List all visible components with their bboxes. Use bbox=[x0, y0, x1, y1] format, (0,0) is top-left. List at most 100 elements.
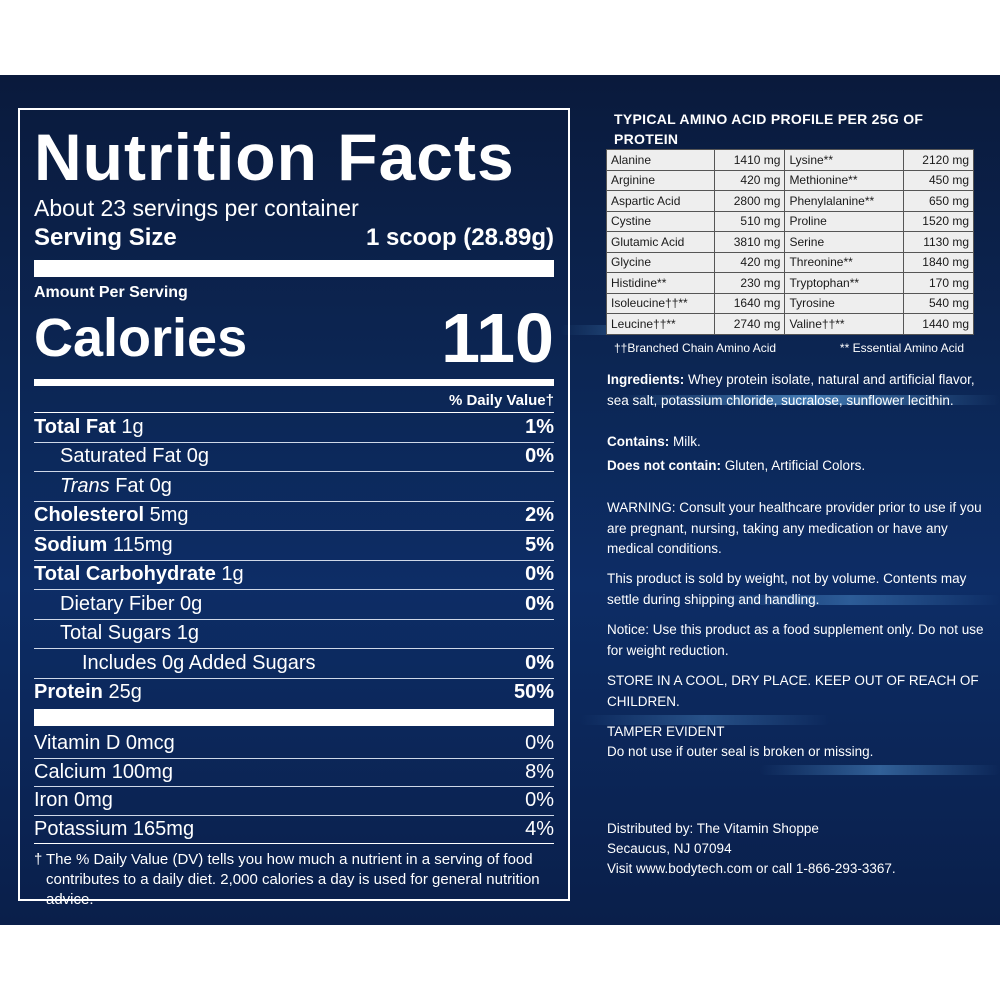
ingredients-text: Whey protein isolate, natural and artifi… bbox=[607, 372, 975, 408]
calories-value: 110 bbox=[441, 299, 554, 377]
amino-name: Alanine bbox=[605, 149, 716, 171]
vitamin-row-potassium: Potassium 165mg 4% bbox=[34, 816, 554, 844]
nutrient-row-trans-fat: Trans Fat 0g bbox=[34, 472, 554, 502]
nutrient-name: Total Fat bbox=[34, 415, 116, 438]
table-row: Cystine 510 mg Proline 1520 mg bbox=[605, 210, 975, 232]
nutrient-row-added-sugars: Includes 0g Added Sugars 0% bbox=[34, 649, 554, 679]
daily-value-footnote: † The % Daily Value (DV) tells you how m… bbox=[34, 844, 554, 910]
nutrient-amount: Saturated Fat 0g bbox=[60, 445, 209, 468]
amino-name: Glutamic Acid bbox=[605, 231, 716, 253]
amino-value: 420 mg bbox=[714, 251, 786, 273]
amino-value: 510 mg bbox=[714, 210, 786, 232]
servings-per-container: About 23 servings per container bbox=[34, 195, 359, 221]
medium-divider bbox=[34, 379, 554, 386]
amino-legend: ††Branched Chain Amino Acid ** Essential… bbox=[606, 335, 974, 357]
contact-info: Visit www.bodytech.com or call 1-866-293… bbox=[607, 861, 896, 876]
amino-acid-profile: TYPICAL AMINO ACID PROFILE PER 25G OF PR… bbox=[605, 109, 975, 357]
amino-name: Valine††** bbox=[784, 313, 904, 335]
amino-name: Threonine** bbox=[784, 251, 904, 273]
amino-value: 2120 mg bbox=[902, 149, 975, 171]
does-not-contain-label: Does not contain: bbox=[607, 458, 721, 473]
label-panel: Nutrition Facts About 23 servings per co… bbox=[0, 75, 1000, 925]
tamper-title: TAMPER EVIDENT bbox=[607, 724, 725, 739]
serving-size-label: Serving Size bbox=[34, 224, 177, 251]
nutrient-amount: 5mg bbox=[144, 504, 189, 527]
contains-text: Milk. bbox=[673, 434, 701, 449]
table-row: Glutamic Acid 3810 mg Serine 1130 mg bbox=[605, 231, 975, 253]
amino-name: Tryptophan** bbox=[784, 272, 904, 294]
nutrient-pct: 50% bbox=[513, 681, 554, 704]
serving-size: Serving Size 1 scoop (28.89g) bbox=[34, 224, 554, 252]
amino-value: 230 mg bbox=[714, 272, 786, 294]
nutrient-pct: 5% bbox=[525, 533, 554, 556]
nutrient-row-total-fat: Total Fat 1g 1% bbox=[34, 413, 554, 443]
distributor: Distributed by: The Vitamin Shoppe bbox=[607, 821, 819, 836]
amino-name: Proline bbox=[784, 210, 904, 232]
amino-value: 540 mg bbox=[902, 292, 975, 314]
amino-value: 1840 mg bbox=[902, 251, 975, 273]
amino-name: Glycine bbox=[605, 251, 716, 273]
amino-name: Methionine** bbox=[784, 169, 904, 191]
vitamin-pct: 0% bbox=[525, 789, 554, 812]
nutrition-facts-panel: Nutrition Facts About 23 servings per co… bbox=[18, 108, 570, 908]
amino-value: 420 mg bbox=[714, 169, 786, 191]
nutrient-row-total-carbohydrate: Total Carbohydrate 1g 0% bbox=[34, 561, 554, 590]
distributor-address: Secaucus, NJ 07094 bbox=[607, 841, 732, 856]
supplement-notice: Notice: Use this product as a food suppl… bbox=[607, 622, 984, 658]
nutrient-pct: 1% bbox=[525, 415, 554, 438]
amino-name: Isoleucine††** bbox=[605, 292, 716, 314]
storage-notice: STORE IN A COOL, DRY PLACE. KEEP OUT OF … bbox=[607, 673, 979, 709]
vitamin-row-calcium: Calcium 100mg 8% bbox=[34, 759, 554, 787]
nutrient-amount: Total Sugars 1g bbox=[60, 622, 199, 645]
table-row: Leucine††** 2740 mg Valine††** 1440 mg bbox=[605, 313, 975, 335]
nutrient-amount: Fat 0g bbox=[109, 474, 172, 497]
vitamin-amount: Vitamin D 0mcg bbox=[34, 732, 175, 755]
calories-row: Calories 110 bbox=[34, 299, 554, 377]
legend-bcaa: ††Branched Chain Amino Acid bbox=[614, 340, 777, 355]
nutrient-amount: 1g bbox=[215, 563, 244, 586]
does-not-contain: Does not contain: Gluten, Artificial Col… bbox=[607, 456, 987, 477]
amino-value: 650 mg bbox=[902, 190, 975, 212]
nutrient-pct: 0% bbox=[525, 592, 554, 615]
nutrient-pct: 0% bbox=[525, 563, 554, 586]
nutrient-pct: 0% bbox=[525, 651, 554, 674]
weight-notice: This product is sold by weight, not by v… bbox=[607, 571, 967, 607]
does-not-contain-text: Gluten, Artificial Colors. bbox=[724, 458, 866, 473]
nutrient-pct: 2% bbox=[525, 504, 554, 527]
legend-essential: ** Essential Amino Acid bbox=[839, 340, 964, 355]
amino-value: 2800 mg bbox=[714, 190, 786, 212]
nutrient-row-total-sugars: Total Sugars 1g bbox=[34, 620, 554, 649]
amino-name: Arginine bbox=[605, 169, 716, 191]
nutrient-name: Trans bbox=[60, 474, 110, 497]
thick-divider bbox=[34, 260, 554, 277]
amino-name: Serine bbox=[784, 231, 904, 253]
amino-value: 170 mg bbox=[902, 272, 975, 294]
amino-value: 1440 mg bbox=[902, 313, 975, 335]
table-row: Glycine 420 mg Threonine** 1840 mg bbox=[605, 251, 975, 273]
amino-value: 1520 mg bbox=[902, 210, 975, 232]
table-row: Isoleucine††** 1640 mg Tyrosine 540 mg bbox=[605, 292, 975, 314]
amino-name: Aspartic Acid bbox=[605, 190, 716, 212]
footnote-text: The % Daily Value (DV) tells you how muc… bbox=[46, 851, 540, 908]
vitamin-amount: Iron 0mg bbox=[34, 789, 113, 812]
table-row: Aspartic Acid 2800 mg Phenylalanine** 650 … bbox=[605, 190, 975, 212]
nutrition-facts-title: Nutrition Facts bbox=[34, 120, 515, 194]
nutrient-amount: 25g bbox=[102, 681, 142, 704]
nutrient-pct: 0% bbox=[525, 445, 554, 468]
vitamin-amount: Calcium 100mg bbox=[34, 760, 173, 783]
thick-divider bbox=[34, 709, 554, 726]
nutrient-name: Sodium bbox=[34, 533, 108, 556]
nutrient-amount: Includes 0g Added Sugars bbox=[82, 651, 316, 674]
ingredients: Ingredients: Whey protein isolate, natur… bbox=[607, 370, 987, 411]
table-row: Alanine 1410 mg Lysine** 2120 mg bbox=[605, 149, 975, 171]
vitamin-row-vitamin-d: Vitamin D 0mcg 0% bbox=[34, 730, 554, 759]
amino-value: 1410 mg bbox=[714, 149, 786, 171]
light-streak bbox=[580, 715, 830, 725]
serving-size-value: 1 scoop (28.89g) bbox=[365, 224, 554, 251]
amino-name: Lysine** bbox=[784, 149, 904, 171]
amino-name: Leucine††** bbox=[605, 313, 716, 335]
vitamin-amount: Potassium 165mg bbox=[34, 817, 195, 840]
nutrient-row-sodium: Sodium 115mg 5% bbox=[34, 531, 554, 561]
calories-label: Calories bbox=[34, 308, 248, 368]
vitamin-pct: 0% bbox=[525, 732, 554, 755]
